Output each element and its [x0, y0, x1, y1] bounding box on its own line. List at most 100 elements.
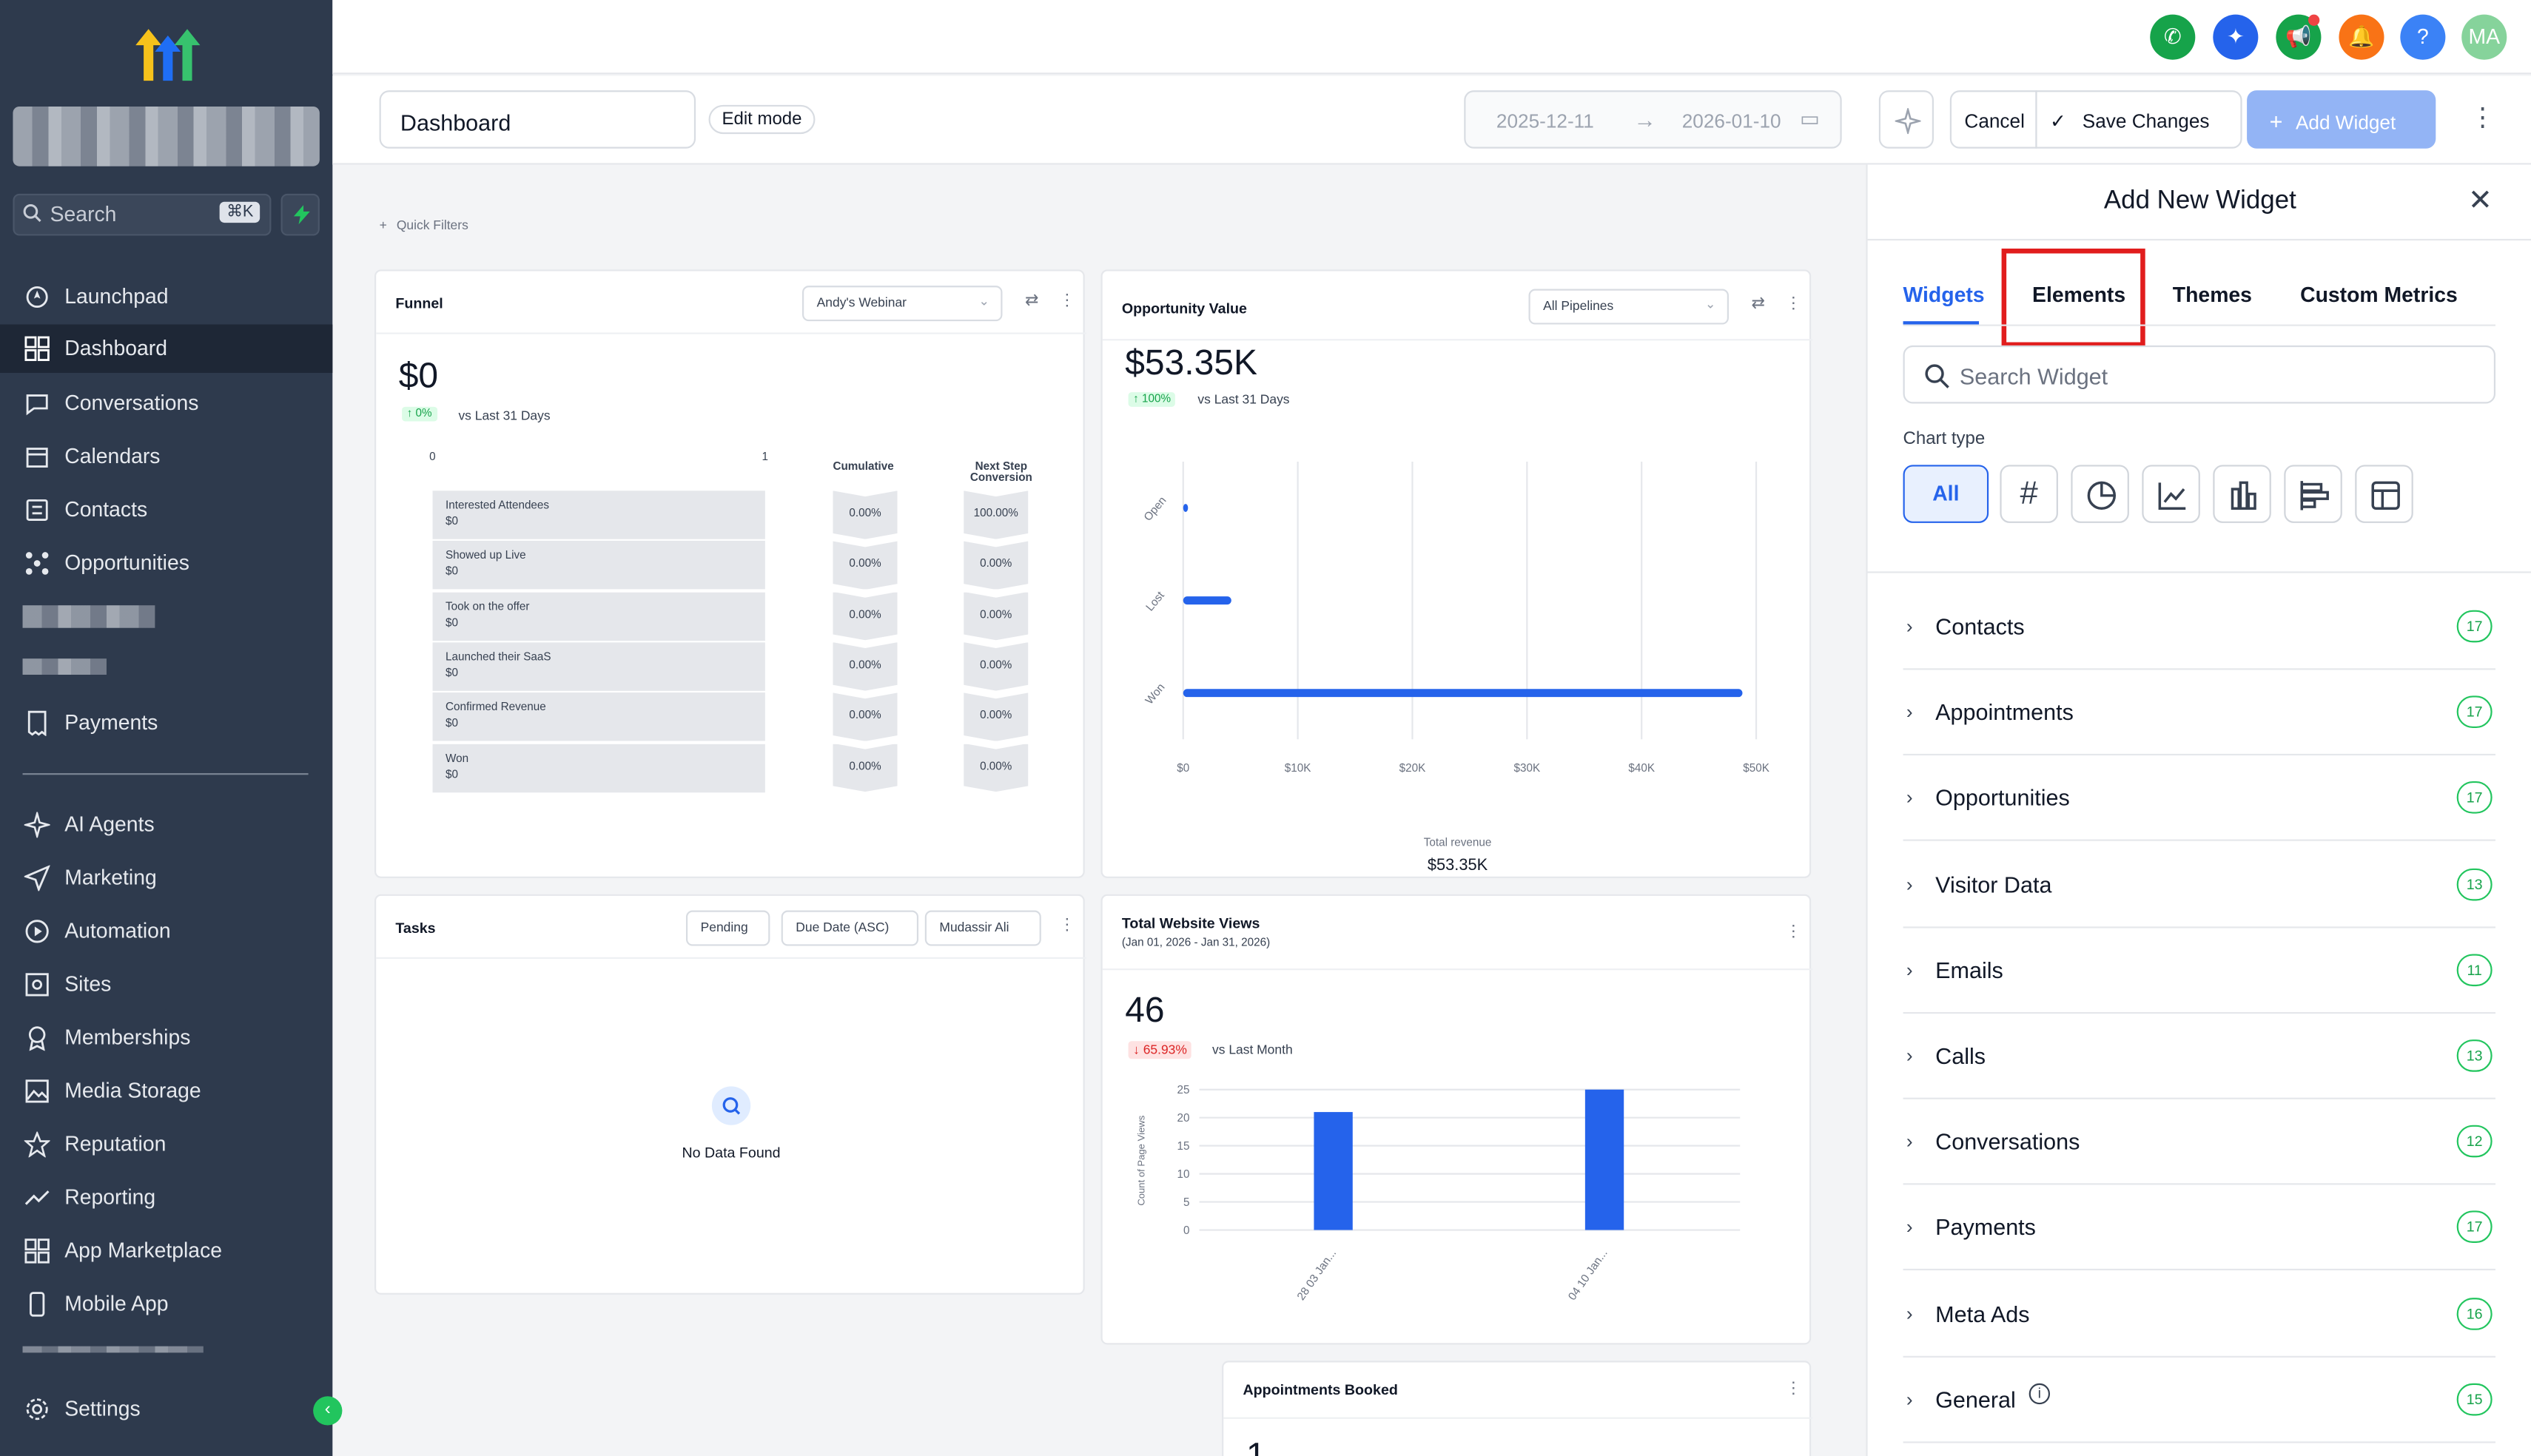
- chart-type-number-button[interactable]: #: [2000, 465, 2058, 523]
- sidebar-item-automation[interactable]: Automation: [0, 907, 332, 955]
- col-cumulative: Cumulative: [833, 461, 894, 473]
- count-badge: 17: [2456, 1211, 2493, 1244]
- sidebar-item-ai-agents[interactable]: AI Agents: [0, 801, 332, 849]
- active-tab-indicator: [1903, 321, 1980, 325]
- category-emails[interactable]: › Emails 11: [1903, 928, 2496, 1014]
- widget-menu-icon[interactable]: ⋮: [1785, 295, 1802, 314]
- date-range-picker[interactable]: 2025-12-11 → 2026-01-10 ▭: [1464, 90, 1842, 149]
- count-badge: 17: [2456, 781, 2493, 815]
- dashboard-name-input[interactable]: Dashboard: [379, 90, 696, 149]
- search-widget-input[interactable]: Search Widget: [1903, 345, 2496, 404]
- category-visitor-data[interactable]: › Visitor Data 13: [1903, 842, 2496, 928]
- sidebar-item-reporting[interactable]: Reporting: [0, 1173, 332, 1221]
- funnel-widget[interactable]: Funnel Andy's Webinar ⌄ ⇄ ⋮ $0 ↑ 0% vs La…: [374, 269, 1086, 878]
- sidebar-item-conversations[interactable]: Conversations: [0, 380, 332, 428]
- col-next-step: Next Step Conversion: [969, 461, 1032, 485]
- help-button[interactable]: ?: [2400, 14, 2446, 60]
- save-label: Save Changes: [2082, 109, 2210, 132]
- sidebar-item-contacts[interactable]: Contacts: [0, 486, 332, 534]
- compare-label: vs Last 31 Days: [458, 408, 551, 423]
- ai-button[interactable]: ✦: [2213, 14, 2259, 60]
- search-input[interactable]: Search ⌘K: [13, 193, 272, 236]
- category-meta-ads[interactable]: › Meta Ads 16: [1903, 1271, 2496, 1358]
- pipeline-selector[interactable]: All Pipelines ⌄: [1528, 289, 1729, 325]
- status-filter[interactable]: Pending: [685, 910, 770, 946]
- sidebar-item-dashboard[interactable]: Dashboard: [0, 324, 333, 373]
- user-filter[interactable]: Mudassir Ali: [924, 910, 1041, 946]
- funnel-stage: Launched their SaaS $0: [432, 642, 765, 691]
- sidebar-item-marketing[interactable]: Marketing: [0, 854, 332, 902]
- category-calls[interactable]: › Calls 13: [1903, 1014, 2496, 1099]
- chart-type-table-button[interactable]: [2355, 465, 2413, 523]
- sidebar-item-opportunities[interactable]: Opportunities: [0, 539, 332, 587]
- close-icon[interactable]: ✕: [2467, 183, 2493, 217]
- quick-filters-button[interactable]: + Quick Filters: [380, 218, 468, 233]
- sidebar-item-reputation[interactable]: Reputation: [0, 1120, 332, 1168]
- category-general[interactable]: › General i 15: [1903, 1357, 2496, 1443]
- avatar[interactable]: MA: [2461, 14, 2507, 60]
- tab-widgets[interactable]: Widgets: [1903, 282, 1985, 307]
- sidebar-item-mobile-app[interactable]: Mobile App: [0, 1280, 332, 1328]
- save-changes-button[interactable]: ✓ Save Changes: [2035, 90, 2242, 149]
- widget-menu-icon[interactable]: ⋮: [1058, 291, 1075, 310]
- funnel-selector[interactable]: Andy's Webinar ⌄: [802, 286, 1003, 322]
- sidebar-item-media-storage[interactable]: Media Storage: [0, 1067, 332, 1115]
- chart-type-pie-button[interactable]: [2071, 465, 2129, 523]
- chart-type-all-button[interactable]: All: [1903, 465, 1989, 523]
- sidebar-item-calendars[interactable]: Calendars: [0, 433, 332, 481]
- sidebar-item-settings[interactable]: Settings: [0, 1385, 332, 1433]
- category-appointments[interactable]: › Appointments 17: [1903, 670, 2496, 756]
- collapse-sidebar-button[interactable]: ‹: [313, 1396, 343, 1426]
- sidebar-item-memberships[interactable]: Memberships: [0, 1014, 332, 1062]
- chart-type-bar-button[interactable]: [2213, 465, 2271, 523]
- category-label: Conversations: [1935, 1128, 2080, 1155]
- phone-button[interactable]: ✆: [2150, 14, 2196, 60]
- sidebar-item-payments[interactable]: Payments: [0, 699, 332, 747]
- filter-icon[interactable]: ⇄: [1751, 295, 1765, 314]
- cancel-button[interactable]: Cancel: [1949, 90, 2037, 149]
- quick-action-button[interactable]: [280, 193, 320, 236]
- category-conversations[interactable]: › Conversations 12: [1903, 1099, 2496, 1185]
- ai-assist-button[interactable]: [1878, 90, 1934, 149]
- filter-icon[interactable]: ⇄: [1025, 291, 1039, 310]
- more-menu-icon[interactable]: ⋮: [2470, 104, 2496, 132]
- x-tick-label: $30K: [1514, 762, 1541, 775]
- widget-menu-icon[interactable]: ⋮: [1785, 1380, 1802, 1398]
- avatar-initials: MA: [2468, 24, 2501, 49]
- y-tick-label: 0: [1183, 1224, 1189, 1237]
- appointments-widget[interactable]: Appointments Booked ⋮ 1: [1222, 1361, 1813, 1456]
- apps-icon: [24, 1238, 50, 1264]
- category-label: General: [1935, 1386, 2016, 1412]
- chart-type-line-button[interactable]: [2142, 465, 2200, 523]
- app-logo[interactable]: [129, 23, 206, 87]
- add-widget-button[interactable]: + Add Widget: [2247, 90, 2436, 149]
- chart-type-hbar-button[interactable]: [2284, 465, 2342, 523]
- cumulative-cell: 0.00%: [833, 491, 898, 539]
- announcements-button[interactable]: 📢: [2276, 14, 2322, 60]
- sidebar-item-app-marketplace[interactable]: App Marketplace: [0, 1227, 332, 1275]
- stage-name: Showed up Live: [445, 550, 526, 562]
- widget-menu-icon[interactable]: ⋮: [1058, 917, 1075, 935]
- tab-themes[interactable]: Themes: [2172, 282, 2252, 307]
- count-badge: 17: [2456, 610, 2493, 643]
- stage-value: $0: [445, 516, 458, 528]
- category-contacts[interactable]: › Contacts 17: [1903, 584, 2496, 670]
- website-views-widget[interactable]: Total Website Views (Jan 01, 2026 - Jan …: [1100, 894, 1813, 1345]
- sparkle-icon: ✦: [2226, 24, 2245, 49]
- stage-name: Took on the offer: [445, 601, 530, 613]
- notifications-button[interactable]: 🔔: [2339, 14, 2384, 60]
- category-opportunities[interactable]: › Opportunities 17: [1903, 756, 2496, 842]
- sort-filter[interactable]: Due Date (ASC): [781, 910, 919, 946]
- sidebar-item-sites[interactable]: Sites: [0, 960, 332, 1008]
- sidebar-item-launchpad[interactable]: Launchpad: [0, 273, 332, 321]
- opportunity-value-widget[interactable]: Opportunity Value All Pipelines ⌄ ⇄ ⋮ $53…: [1100, 269, 1813, 878]
- count-badge: 11: [2456, 954, 2493, 986]
- category-payments[interactable]: › Payments 17: [1903, 1185, 2496, 1271]
- tasks-widget[interactable]: Tasks Pending Due Date (ASC) Mudassir Al…: [374, 894, 1086, 1295]
- account-switcher[interactable]: [13, 106, 320, 166]
- widget-menu-icon[interactable]: ⋮: [1785, 923, 1802, 941]
- website-views-bar-chart: 0 5 10 15 20 25 Count of Page Views 28 03 Jan..…: [1135, 1084, 1741, 1303]
- tab-elements[interactable]: Elements: [2032, 282, 2126, 307]
- funnel-stage: Took on the offer $0: [432, 591, 765, 641]
- tab-custom-metrics[interactable]: Custom Metrics: [2300, 282, 2458, 307]
